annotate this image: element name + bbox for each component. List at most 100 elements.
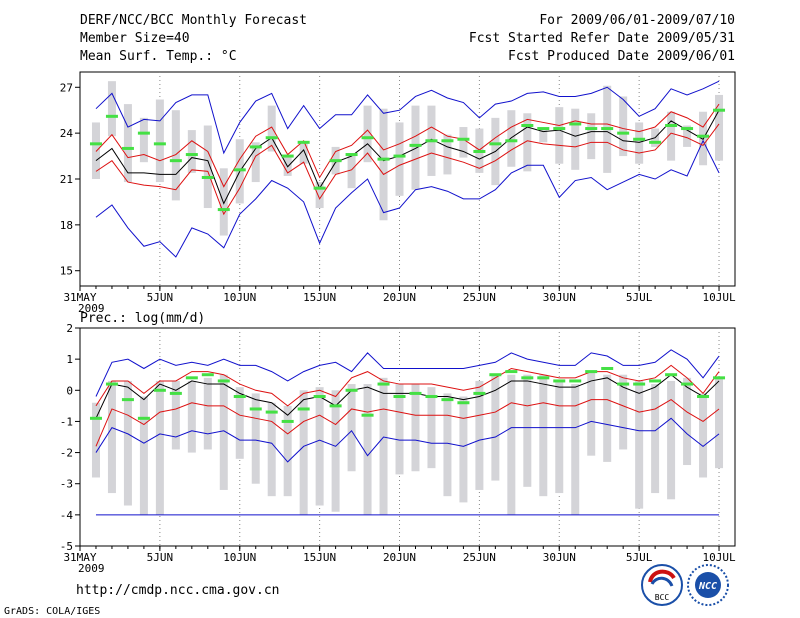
spread-box (91, 402, 100, 478)
min-line (95, 417, 720, 463)
x-year-label: 2009 (78, 562, 105, 575)
x-tick-label: 20JUN (383, 551, 416, 564)
median-marker (89, 142, 102, 146)
median-marker (169, 391, 182, 395)
median-marker (585, 127, 598, 131)
lower-sd-line (95, 399, 720, 447)
median-marker (457, 137, 470, 141)
median-marker (553, 127, 566, 131)
median-marker (665, 124, 678, 127)
y-tick-label: 24 (60, 127, 74, 140)
median-marker (649, 379, 662, 383)
spread-box (667, 111, 676, 161)
footer-url[interactable]: http://cmdp.ncc.cma.gov.cn (76, 583, 280, 598)
spread-box (587, 113, 596, 160)
y-tick-label: 15 (60, 265, 73, 278)
spread-box (235, 387, 244, 459)
ensemble-mean-line (95, 109, 720, 205)
precip-chart-title: Prec.: log(mm/d) (80, 311, 205, 326)
forecast-produced-date: Fcst Produced Date 2009/06/01 (508, 49, 735, 64)
spread-box (379, 377, 388, 515)
y-tick-label: -5 (60, 540, 73, 553)
median-marker (441, 398, 454, 402)
spread-box (123, 104, 132, 183)
x-tick-label: 20JUN (383, 291, 416, 304)
median-marker (633, 382, 646, 386)
median-marker (633, 137, 646, 141)
median-marker (185, 153, 198, 157)
ncc-logo: NCC (687, 564, 729, 606)
ncc-logo-text: NCC (698, 581, 717, 592)
spread-box (315, 387, 324, 506)
spread-box (203, 125, 212, 209)
spread-box (651, 384, 660, 494)
ensemble-mean-line (95, 374, 720, 419)
median-marker (537, 127, 550, 131)
spread-box (603, 374, 612, 462)
spread-box (715, 94, 724, 161)
median-marker (313, 395, 326, 399)
spread-box (91, 122, 100, 179)
median-marker (393, 395, 406, 399)
median-marker (473, 391, 486, 395)
spread-box (395, 384, 404, 475)
median-marker (137, 416, 150, 420)
x-tick-label: 31MAY (63, 291, 96, 304)
spread-box (331, 390, 340, 512)
y-tick-label: -3 (60, 478, 73, 491)
spread-box (411, 384, 420, 472)
y-tick-label: -4 (60, 509, 74, 522)
spread-box (187, 130, 196, 173)
median-marker (313, 186, 326, 190)
y-tick-label: 27 (60, 81, 73, 94)
y-tick-label: 0 (66, 384, 73, 397)
median-marker (169, 159, 182, 163)
y-tick-label: 18 (60, 219, 73, 232)
spread-box (475, 380, 484, 490)
spread-box (363, 105, 372, 163)
spread-box (699, 393, 708, 478)
median-marker (377, 157, 390, 161)
plot-frame (79, 327, 736, 547)
median-marker (649, 140, 662, 144)
spread-box (523, 374, 532, 487)
spread-box (443, 393, 452, 497)
bcc-logo: BCC (641, 564, 683, 606)
median-marker (489, 373, 502, 377)
x-tick-label: 15JUN (303, 551, 336, 564)
median-marker (713, 376, 726, 380)
median-marker (617, 382, 630, 386)
spread-box (539, 128, 548, 143)
y-tick-label: -1 (60, 415, 73, 428)
spread-box (347, 384, 356, 472)
spread-box (267, 105, 276, 152)
median-marker (201, 373, 214, 377)
spread-box (187, 380, 196, 453)
median-marker (105, 114, 118, 118)
x-tick-label: 5JUL (626, 291, 653, 304)
x-tick-label: 15JUN (303, 291, 336, 304)
spread-box (363, 384, 372, 515)
spread-box (139, 396, 148, 515)
median-marker (201, 175, 214, 179)
median-marker (521, 124, 534, 127)
max-line (95, 80, 720, 155)
spread-box (619, 374, 628, 450)
spread-box (155, 99, 164, 183)
x-tick-label: 10JUL (702, 291, 735, 304)
spread-box (635, 380, 644, 509)
median-marker (233, 395, 246, 399)
spread-box (107, 380, 116, 494)
spread-box (347, 154, 356, 189)
precipitation-chart: -5 -4 -3 -2 -1 0 1 2 31MAY 5JUN 10JUN 15JUN 20JUN 25J… (60, 322, 736, 575)
temperature-chart: 15 18 21 24 27 31MAY 5JUN 10JUN 15JUN 20JUN 25JUN 3… (60, 71, 736, 315)
median-marker (585, 370, 598, 374)
x-tick-label: 5JUN (147, 551, 174, 564)
spread-box (523, 113, 532, 172)
median-marker (265, 136, 278, 140)
x-tick-label: 10JUL (702, 551, 735, 564)
spread-box (283, 405, 292, 497)
upper-sd-line (95, 364, 720, 407)
median-marker (489, 142, 502, 146)
